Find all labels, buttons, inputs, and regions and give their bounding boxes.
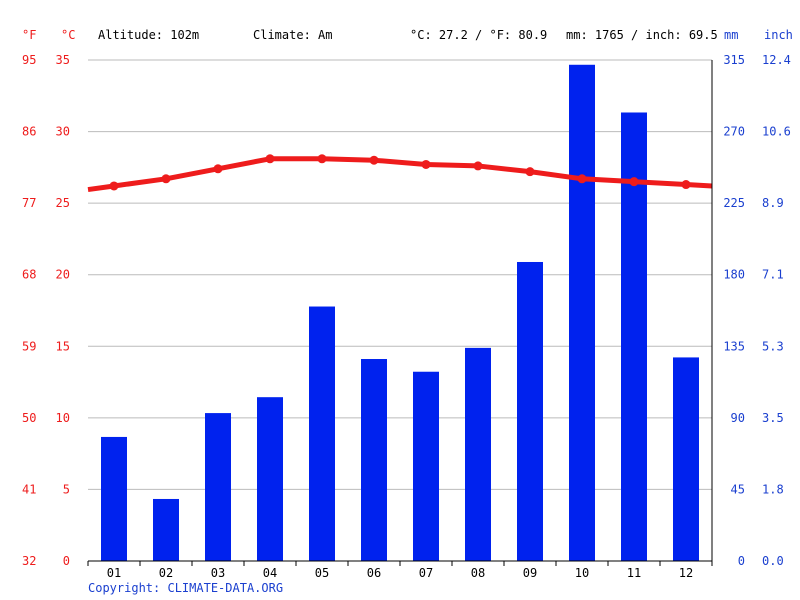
inch-tick-label: 10.6 (762, 125, 791, 139)
month-tick-label: 05 (315, 566, 329, 580)
month-tick-label: 02 (159, 566, 173, 580)
precipitation-bar (465, 347, 491, 561)
axes (87, 60, 713, 566)
grid-lines (88, 59, 712, 490)
precipitation-bar (153, 498, 179, 561)
fahrenheit-tick-label: 77 (22, 196, 36, 210)
temperature-point (473, 161, 483, 171)
mm-unit-label: mm (724, 28, 738, 42)
temperature-point (525, 167, 535, 177)
mm-tick-label: 225 (723, 196, 745, 210)
month-tick-label: 06 (367, 566, 381, 580)
temperature-point (213, 164, 223, 174)
fahrenheit-tick-label: 59 (22, 339, 36, 353)
temperature-point (577, 174, 587, 184)
fahrenheit-tick-label: 50 (22, 411, 36, 425)
precipitation-bar (101, 436, 127, 561)
temperature-series-line (87, 156, 713, 193)
precipitation-bar (569, 64, 595, 562)
temperature-point (421, 159, 431, 169)
climate-label: Climate: Am (253, 28, 332, 42)
temperature-point (317, 154, 327, 164)
month-tick-label: 11 (627, 566, 641, 580)
inch-tick-label: 1.8 (762, 482, 784, 496)
inch-tick-label: 12.4 (762, 53, 791, 67)
average-temperature-label: °C: 27.2 / °F: 80.9 (410, 28, 547, 42)
month-tick-label: 04 (263, 566, 277, 580)
month-tick-label: 10 (575, 566, 589, 580)
fahrenheit-unit-label: °F (22, 28, 36, 42)
month-tick-label: 03 (211, 566, 225, 580)
celsius-tick-label: 20 (56, 268, 70, 282)
celsius-tick-label: 0 (63, 554, 70, 568)
precipitation-bar (361, 359, 387, 561)
temperature-point (109, 181, 119, 191)
temperature-point (681, 180, 691, 190)
month-tick-label: 01 (107, 566, 121, 580)
temperature-point (369, 155, 379, 165)
celsius-tick-label: 5 (63, 482, 70, 496)
fahrenheit-tick-label: 32 (22, 554, 36, 568)
inch-tick-label: 7.1 (762, 268, 784, 282)
altitude-label: Altitude: 102m (98, 28, 199, 42)
precipitation-bar (413, 371, 439, 561)
celsius-tick-label: 30 (56, 125, 70, 139)
month-tick-label: 07 (419, 566, 433, 580)
precipitation-total-label: mm: 1765 / inch: 69.5 (566, 28, 718, 42)
temperature-point (265, 154, 275, 164)
fahrenheit-tick-label: 95 (22, 53, 36, 67)
inch-tick-label: 8.9 (762, 196, 784, 210)
temperature-line (87, 154, 713, 193)
mm-tick-label: 315 (723, 53, 745, 67)
precipitation-bar (673, 357, 699, 561)
precipitation-bar (517, 261, 543, 561)
fahrenheit-tick-label: 68 (22, 268, 36, 282)
celsius-unit-label: °C (61, 28, 75, 42)
fahrenheit-tick-label: 41 (22, 482, 36, 496)
precipitation-bar (257, 397, 283, 561)
month-tick-label: 12 (679, 566, 693, 580)
temperature-point (629, 177, 639, 187)
inch-tick-label: 0.0 (762, 554, 784, 568)
celsius-tick-label: 15 (56, 339, 70, 353)
tick-labels: 32 0 0 0.0 41 5 45 1.8 50 10 90 3.5 59 15 135 5.3 68 20 18… (22, 53, 791, 580)
month-tick-label: 08 (471, 566, 485, 580)
precipitation-bar (205, 413, 231, 561)
month-tick-label: 09 (523, 566, 537, 580)
precipitation-bars (101, 64, 699, 562)
precipitation-bar (621, 112, 647, 561)
copyright-label: Copyright: CLIMATE-DATA.ORG (88, 581, 283, 595)
mm-tick-label: 90 (731, 411, 745, 425)
precipitation-bar (309, 306, 335, 561)
temperature-point (161, 174, 171, 184)
celsius-tick-label: 10 (56, 411, 70, 425)
fahrenheit-tick-label: 86 (22, 125, 36, 139)
mm-tick-label: 180 (723, 268, 745, 282)
celsius-tick-label: 35 (56, 53, 70, 67)
mm-tick-label: 270 (723, 125, 745, 139)
inch-tick-label: 5.3 (762, 339, 784, 353)
inch-unit-label: inch (764, 28, 793, 42)
mm-tick-label: 0 (738, 554, 745, 568)
mm-tick-label: 135 (723, 339, 745, 353)
inch-tick-label: 3.5 (762, 411, 784, 425)
celsius-tick-label: 25 (56, 196, 70, 210)
mm-tick-label: 45 (731, 482, 745, 496)
